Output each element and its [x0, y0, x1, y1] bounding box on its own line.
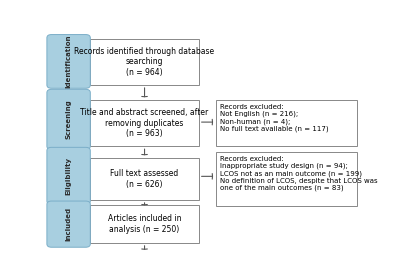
FancyBboxPatch shape [216, 100, 357, 146]
Text: Records excluded:
Inappropriate study design (n = 94);
LCOS not as an main outco: Records excluded: Inappropriate study de… [220, 155, 377, 191]
Text: Full text assessed
(n = 626): Full text assessed (n = 626) [110, 169, 179, 189]
FancyBboxPatch shape [90, 39, 199, 85]
Text: Title and abstract screened, after
removing duplicates
(n = 963): Title and abstract screened, after remov… [80, 108, 209, 138]
Text: Articles included in
analysis (n = 250): Articles included in analysis (n = 250) [108, 215, 181, 234]
FancyBboxPatch shape [216, 152, 357, 206]
Text: Records excluded:
Not English (n = 216);
Non-human (n = 4);
No full text availab: Records excluded: Not English (n = 216);… [220, 104, 328, 133]
FancyBboxPatch shape [47, 35, 90, 88]
FancyBboxPatch shape [90, 100, 199, 146]
Text: Records identified through database
searching
(n = 964): Records identified through database sear… [74, 47, 215, 77]
Text: Identification: Identification [66, 35, 72, 88]
FancyBboxPatch shape [90, 158, 199, 200]
FancyBboxPatch shape [47, 147, 90, 204]
Text: Eligibility: Eligibility [66, 157, 72, 195]
FancyBboxPatch shape [47, 89, 90, 150]
FancyBboxPatch shape [47, 201, 90, 247]
FancyBboxPatch shape [90, 205, 199, 243]
Text: Included: Included [66, 207, 72, 241]
Text: Screening: Screening [66, 100, 72, 139]
